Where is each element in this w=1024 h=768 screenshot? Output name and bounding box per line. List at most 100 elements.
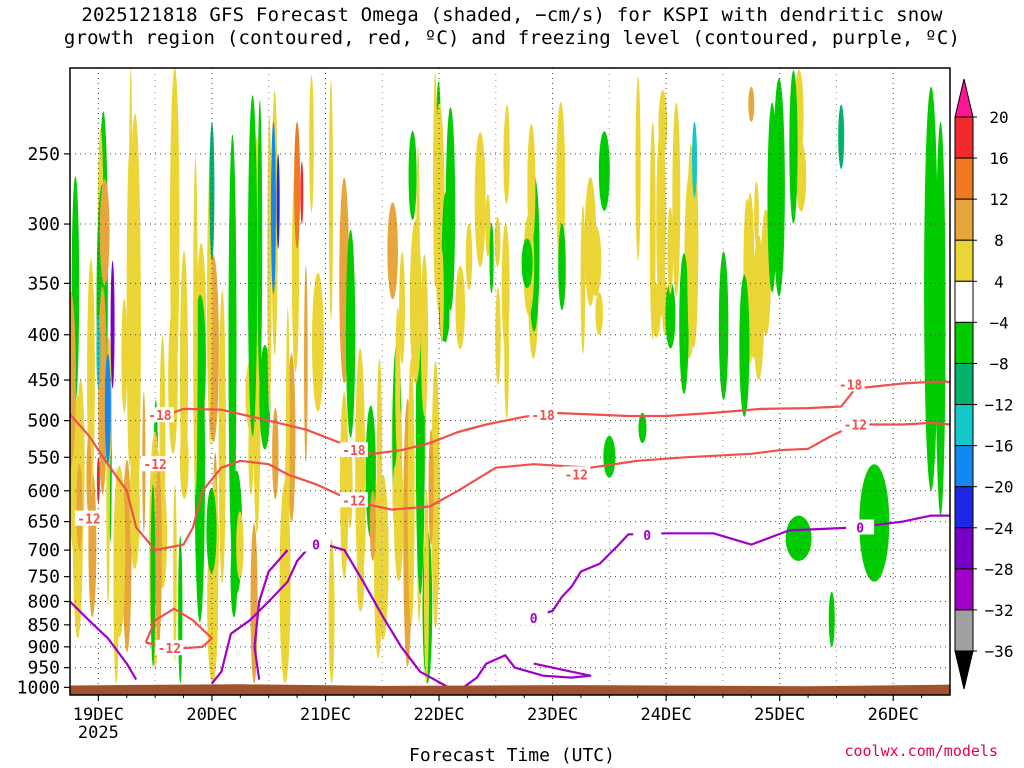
omega-shade	[173, 484, 177, 661]
omega-shade	[96, 457, 100, 504]
omega-shade	[70, 291, 76, 467]
x-axis: 19DEC 20DEC 21DEC 22DEC 23DEC 24DEC 25DEC 26DEC…	[73, 695, 923, 743]
omega-shade	[580, 205, 586, 354]
colorbar-swatch	[954, 404, 974, 447]
contour-label-minus12: -12	[158, 642, 181, 657]
contour-label-bg	[145, 407, 174, 423]
plot-frame	[69, 67, 951, 696]
omega-shade	[104, 353, 111, 465]
omega-shade	[247, 95, 258, 436]
omega-shade	[276, 153, 280, 249]
contour-label-bg	[74, 510, 103, 526]
colorbar-label: −24	[985, 519, 1014, 538]
colorbar: 20 16 12 8 4 −4 −8 −12 −16 −20 −24 −28 −32 −36	[954, 78, 1014, 690]
omega-shade	[595, 292, 603, 335]
omega-shade	[687, 144, 695, 356]
omega-shade	[667, 206, 674, 295]
terrain-layer	[70, 684, 950, 695]
contour-label-minus12: -12	[564, 468, 587, 483]
omega-shade	[838, 104, 845, 169]
y-tick-label: 550	[27, 447, 60, 468]
omega-shade	[558, 223, 566, 311]
omega-shade	[257, 100, 263, 383]
omega-shade	[465, 223, 473, 290]
omega-shade	[767, 102, 777, 293]
omega-shade	[527, 124, 536, 247]
colorbar-swatch	[954, 486, 974, 529]
omega-shade	[485, 193, 491, 257]
omega-shade	[150, 484, 156, 667]
omega-shading-layer	[70, 68, 946, 684]
contour-label-minus12: -12	[844, 418, 867, 433]
contour-label-0c: 0	[856, 521, 864, 536]
y-tick-label: 450	[27, 370, 60, 391]
omega-shade	[521, 238, 533, 289]
omega-shade	[859, 464, 890, 582]
omega-shade	[355, 348, 366, 590]
colorbar-label: 8	[994, 231, 1004, 250]
colorbar-swatch	[954, 116, 974, 159]
contour-label-bg	[529, 407, 558, 423]
omega-shade	[76, 464, 83, 551]
omega-shade	[603, 435, 616, 478]
omega-shade	[638, 412, 647, 444]
omega-shade	[374, 473, 383, 659]
terrain-fill	[70, 684, 950, 695]
x-axis-label: Forecast Time (UTC)	[409, 745, 615, 766]
omega-shade	[228, 134, 237, 554]
colorbar-label: −4	[989, 313, 1008, 332]
y-axis: 2503003504004505005506006507007508008509…	[17, 144, 70, 698]
contour-0c	[253, 549, 289, 680]
contour-0c	[457, 654, 592, 693]
y-tick-label: 250	[27, 144, 60, 165]
contour-label-minus12: -12	[342, 494, 365, 509]
omega-shade	[356, 547, 365, 612]
colorbar-label: −12	[985, 396, 1014, 415]
omega-shade	[924, 86, 939, 491]
omega-shade	[635, 76, 641, 261]
omega-shade	[789, 70, 798, 224]
omega-shade	[598, 131, 610, 211]
omega-shade	[584, 177, 597, 307]
omega-shade	[739, 274, 750, 417]
omega-shade	[656, 123, 666, 317]
y-tick-label: 800	[27, 592, 60, 613]
colorbar-swatch	[954, 362, 974, 406]
omega-shade	[345, 229, 356, 438]
contour-label-bg	[155, 640, 184, 656]
contour-label-minus18: -18	[148, 409, 172, 424]
omega-shade	[126, 149, 133, 467]
y-tick-label: 700	[27, 540, 60, 561]
contour-label-0c: 0	[312, 539, 320, 554]
colorbar-label: −8	[989, 354, 1008, 373]
omega-shade	[209, 121, 215, 261]
omega-shade	[312, 272, 324, 412]
omega-shade	[649, 122, 656, 340]
omega-shade	[439, 249, 444, 344]
omega-shade	[503, 113, 510, 204]
source-credit: coolwx.com/models	[844, 742, 998, 760]
omega-shade	[169, 68, 180, 389]
colorbar-swatch	[954, 198, 974, 241]
omega-shade	[665, 281, 676, 349]
omega-shade	[121, 299, 128, 413]
omega-shade	[218, 290, 226, 584]
omega-shade	[340, 391, 349, 579]
omega-shade	[748, 86, 755, 122]
omega-shade	[395, 307, 401, 459]
y-tick-label: 600	[27, 481, 60, 502]
colorbar-swatch	[954, 157, 974, 200]
omega-shade	[86, 435, 92, 516]
omega-shade	[393, 447, 404, 582]
omega-shade	[155, 465, 162, 645]
colorbar-label: −20	[985, 478, 1014, 497]
omega-shade	[718, 251, 729, 400]
colorbar-swatch	[954, 445, 974, 488]
colorbar-swatch	[954, 280, 974, 323]
chart-title-line2: growth region (contoured, red, ºC) and f…	[63, 27, 961, 49]
omega-shade	[474, 131, 486, 268]
x-tick-label: 25DEC	[754, 705, 805, 725]
omega-shade	[300, 161, 304, 225]
colorbar-label: 4	[994, 272, 1004, 291]
colorbar-label: 20	[989, 108, 1008, 127]
